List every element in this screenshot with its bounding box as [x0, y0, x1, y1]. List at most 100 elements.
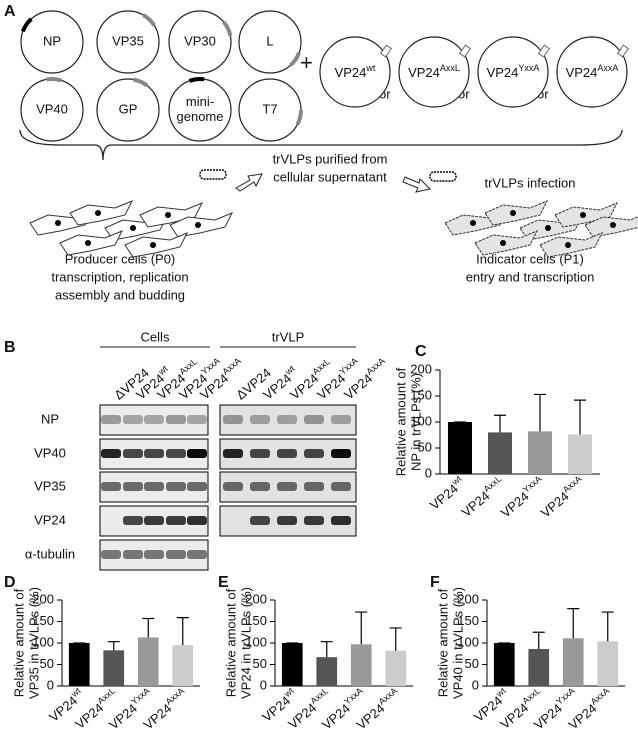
bar [350, 644, 372, 686]
plasmid-label: T7 [262, 101, 277, 116]
error-bar [567, 608, 580, 639]
band [187, 449, 207, 458]
nucleus [95, 210, 101, 216]
plasmid-label: genome [177, 109, 224, 124]
row-label: VP35 [34, 478, 66, 493]
plasmid [398, 36, 470, 108]
lane-label-sup: YxxA [338, 356, 361, 377]
nucleus [150, 242, 156, 248]
lane-label-sup: AxxA [365, 356, 388, 377]
variant-label-sup: AxxL [440, 63, 460, 73]
band [277, 415, 297, 424]
band [277, 482, 297, 491]
panel-label: C [415, 343, 427, 360]
y-axis-label: Relative amount of [393, 367, 408, 476]
error-bar [389, 627, 402, 651]
nucleus [85, 240, 91, 246]
y-tick-label: 0 [472, 677, 479, 692]
y-axis-label: VP40 in trVLPs (%) [450, 587, 465, 699]
band [331, 415, 351, 424]
insert [458, 44, 472, 58]
x-tick-label-sup: AxxA [377, 686, 400, 707]
nucleus [165, 212, 171, 218]
bar [493, 643, 515, 686]
band [250, 482, 270, 491]
variant-label: VP24AxxL [408, 63, 460, 80]
y-tick-label: 50 [40, 656, 54, 671]
row-label: α-tubulin [25, 546, 75, 561]
x-tick-label-sup: YxxA [554, 686, 577, 707]
plasmid-label: VP40 [36, 101, 68, 116]
insert [379, 44, 393, 58]
panel-label: A [4, 3, 16, 20]
error-bar [107, 641, 120, 651]
band [123, 415, 143, 424]
band [187, 415, 207, 424]
band [331, 449, 351, 458]
plasmid [20, 10, 84, 74]
caption: Producer cells (P0) [65, 251, 176, 266]
caption: entry and transcription [466, 269, 595, 284]
blot [219, 404, 357, 436]
y-tick-label: 100 [32, 634, 54, 649]
band [144, 482, 164, 491]
band [144, 550, 164, 559]
x-tick-label-sup: AxxA [164, 686, 187, 707]
nucleus [545, 225, 551, 231]
band [101, 482, 121, 491]
y-tick-label: 150 [32, 613, 54, 628]
bar [528, 431, 552, 474]
band [123, 550, 143, 559]
x-tick-label: VP24YxxA [497, 474, 548, 521]
x-tick-label-sup: AxxA [561, 474, 584, 495]
y-tick-label: 50 [465, 656, 479, 671]
plasmid [238, 10, 302, 74]
plasmid [96, 78, 160, 142]
band [144, 516, 164, 525]
bar [68, 643, 90, 686]
x-tick-label-sup: YxxA [129, 686, 152, 707]
band [187, 550, 207, 559]
y-tick-label: 100 [410, 413, 432, 428]
band [277, 449, 297, 458]
x-tick-label: VP24AxxA [537, 474, 588, 521]
plasmid [556, 36, 628, 108]
bar [597, 641, 619, 686]
band [166, 550, 186, 559]
y-axis-label: VP24 in trVLPs (%) [238, 587, 253, 699]
y-tick-label: 50 [418, 439, 432, 454]
nucleus [470, 220, 476, 226]
row-label: VP24 [34, 512, 66, 527]
error-bar [320, 641, 333, 658]
panel-label: E [218, 574, 229, 591]
bar [528, 649, 550, 686]
band [277, 516, 297, 525]
y-tick-label: 100 [245, 634, 267, 649]
error-bar [142, 617, 155, 638]
error-bar [355, 611, 368, 645]
y-tick-label: 200 [245, 591, 267, 606]
y-axis-label: Relative amount of [435, 588, 450, 697]
x-tick-label-sup: YxxA [521, 474, 544, 495]
error-bar [574, 399, 586, 435]
y-tick-label: 150 [410, 387, 432, 402]
band [187, 482, 207, 491]
y-axis-label: Relative amount of [223, 588, 238, 697]
arrow [402, 176, 432, 193]
nucleus [130, 225, 136, 231]
plasmid [168, 10, 232, 74]
panel-label: D [4, 574, 16, 591]
bar [562, 638, 584, 686]
band [101, 550, 121, 559]
band [304, 449, 324, 458]
band [331, 482, 351, 491]
row-label: VP40 [34, 445, 66, 460]
y-tick-label: 50 [253, 656, 267, 671]
insert [222, 20, 233, 37]
lane-label-sup: AxxA [221, 356, 244, 377]
plus-sign: + [300, 50, 313, 75]
variant-label: VP24YxxA [487, 63, 540, 80]
band [144, 449, 164, 458]
caption: trVLPs infection [484, 175, 575, 190]
x-tick-label-sup: AxxL [96, 686, 118, 707]
